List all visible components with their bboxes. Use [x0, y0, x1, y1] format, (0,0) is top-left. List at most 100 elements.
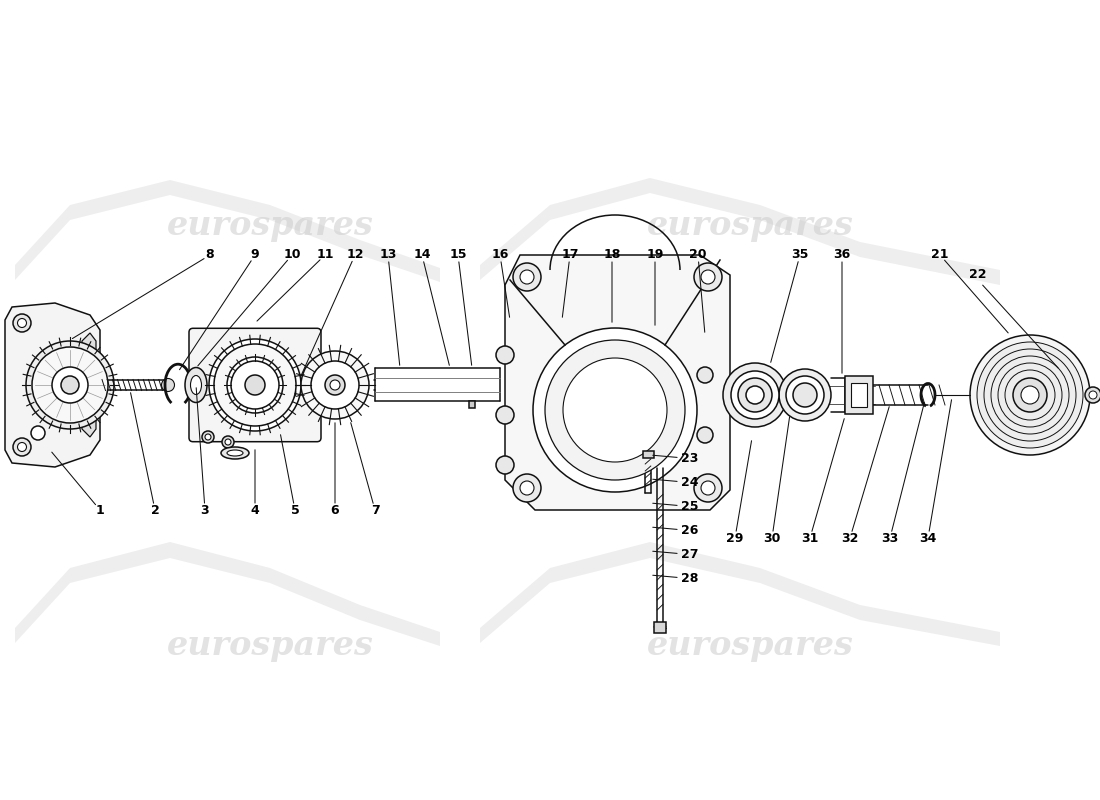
Text: eurospares: eurospares	[647, 629, 854, 662]
Text: 17: 17	[561, 249, 579, 262]
Ellipse shape	[221, 447, 249, 459]
Text: 3: 3	[200, 503, 209, 517]
Circle shape	[52, 367, 88, 403]
Circle shape	[513, 263, 541, 291]
Circle shape	[513, 474, 541, 502]
Polygon shape	[15, 542, 440, 646]
Text: 19: 19	[647, 249, 663, 262]
Circle shape	[214, 344, 296, 426]
Circle shape	[534, 328, 697, 492]
Bar	[845, 376, 873, 414]
Text: 24: 24	[681, 475, 698, 489]
Text: 4: 4	[251, 503, 260, 517]
Bar	[469, 401, 475, 407]
Text: eurospares: eurospares	[166, 629, 373, 662]
Circle shape	[18, 318, 26, 327]
Text: 33: 33	[881, 531, 899, 545]
Circle shape	[970, 335, 1090, 455]
Text: 21: 21	[932, 249, 948, 262]
Text: 10: 10	[284, 249, 300, 262]
Text: 35: 35	[791, 249, 808, 262]
Text: 18: 18	[603, 249, 620, 262]
Circle shape	[1089, 391, 1097, 399]
Ellipse shape	[227, 450, 243, 456]
Circle shape	[723, 363, 786, 427]
Circle shape	[701, 270, 715, 284]
Text: 12: 12	[346, 249, 364, 262]
Circle shape	[32, 347, 108, 423]
Circle shape	[162, 378, 175, 391]
Circle shape	[1085, 387, 1100, 403]
Text: 8: 8	[206, 249, 214, 262]
Text: 27: 27	[681, 547, 698, 561]
Circle shape	[563, 358, 667, 462]
Bar	[654, 622, 666, 633]
Text: eurospares: eurospares	[166, 209, 373, 242]
Text: eurospares: eurospares	[647, 209, 854, 242]
Circle shape	[520, 270, 534, 284]
Text: 16: 16	[492, 249, 508, 262]
Circle shape	[311, 361, 359, 409]
Circle shape	[694, 263, 722, 291]
Circle shape	[18, 442, 26, 451]
Polygon shape	[6, 303, 100, 467]
Bar	[851, 383, 867, 407]
Circle shape	[13, 438, 31, 456]
Circle shape	[738, 378, 772, 412]
Circle shape	[245, 375, 265, 395]
Circle shape	[231, 361, 279, 409]
Circle shape	[746, 386, 764, 404]
FancyBboxPatch shape	[189, 328, 321, 442]
Circle shape	[1005, 370, 1055, 420]
Text: 5: 5	[290, 503, 299, 517]
Text: 1: 1	[96, 503, 104, 517]
Text: 7: 7	[371, 503, 380, 517]
Circle shape	[226, 439, 231, 445]
Circle shape	[998, 363, 1062, 427]
Circle shape	[324, 375, 345, 395]
Text: 6: 6	[331, 503, 339, 517]
Circle shape	[991, 356, 1069, 434]
Circle shape	[205, 434, 211, 440]
Circle shape	[697, 367, 713, 383]
Circle shape	[520, 481, 534, 495]
Circle shape	[496, 346, 514, 364]
Circle shape	[301, 351, 368, 419]
Text: 31: 31	[801, 531, 818, 545]
Text: 15: 15	[449, 249, 466, 262]
Text: 2: 2	[151, 503, 160, 517]
Circle shape	[786, 376, 824, 414]
Text: 9: 9	[251, 249, 260, 262]
Polygon shape	[82, 333, 96, 437]
Circle shape	[779, 369, 830, 421]
Circle shape	[227, 357, 283, 413]
Circle shape	[694, 474, 722, 502]
Circle shape	[697, 427, 713, 443]
Text: 22: 22	[969, 269, 987, 282]
Bar	[642, 451, 653, 458]
Text: 23: 23	[681, 451, 698, 465]
Polygon shape	[505, 255, 730, 510]
Circle shape	[283, 386, 296, 399]
Circle shape	[701, 481, 715, 495]
Circle shape	[330, 380, 340, 390]
Circle shape	[732, 371, 779, 419]
Circle shape	[60, 376, 79, 394]
Text: 25: 25	[681, 499, 698, 513]
Circle shape	[209, 339, 301, 431]
Circle shape	[13, 314, 31, 332]
Circle shape	[31, 426, 45, 440]
Text: 30: 30	[763, 531, 781, 545]
Circle shape	[1021, 386, 1040, 404]
Text: 28: 28	[681, 571, 698, 585]
Text: 29: 29	[726, 531, 744, 545]
Text: 26: 26	[681, 523, 698, 537]
Text: 11: 11	[317, 249, 333, 262]
Circle shape	[793, 383, 817, 407]
Ellipse shape	[190, 375, 201, 394]
Text: 32: 32	[842, 531, 859, 545]
Circle shape	[544, 340, 685, 480]
Circle shape	[222, 436, 234, 448]
Circle shape	[1013, 378, 1047, 412]
Text: 14: 14	[414, 249, 431, 262]
